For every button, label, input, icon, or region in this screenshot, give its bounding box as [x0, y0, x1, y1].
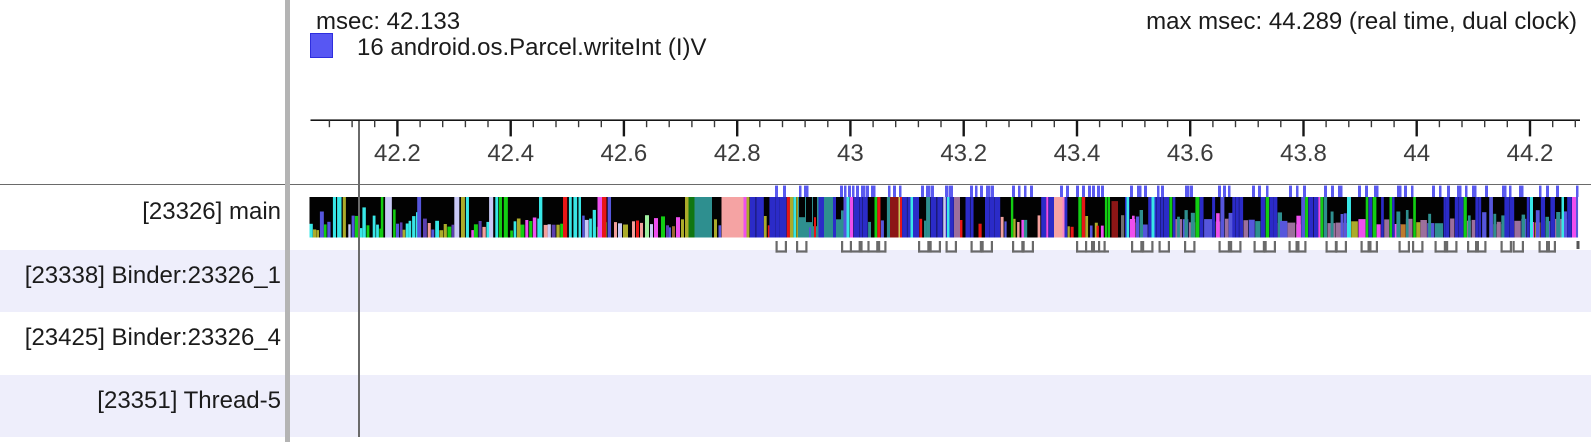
svg-text:43.4: 43.4 [1054, 140, 1101, 167]
svg-text:42.2: 42.2 [374, 140, 421, 167]
svg-text:43.8: 43.8 [1280, 140, 1327, 167]
svg-text:42.6: 42.6 [601, 140, 648, 167]
svg-text:43.2: 43.2 [940, 140, 987, 167]
svg-text:43.6: 43.6 [1167, 140, 1214, 167]
svg-text:44: 44 [1403, 140, 1430, 167]
svg-text:42.8: 42.8 [714, 140, 761, 167]
svg-text:44.2: 44.2 [1507, 140, 1554, 167]
svg-text:43: 43 [837, 140, 864, 167]
svg-text:42.4: 42.4 [487, 140, 534, 167]
